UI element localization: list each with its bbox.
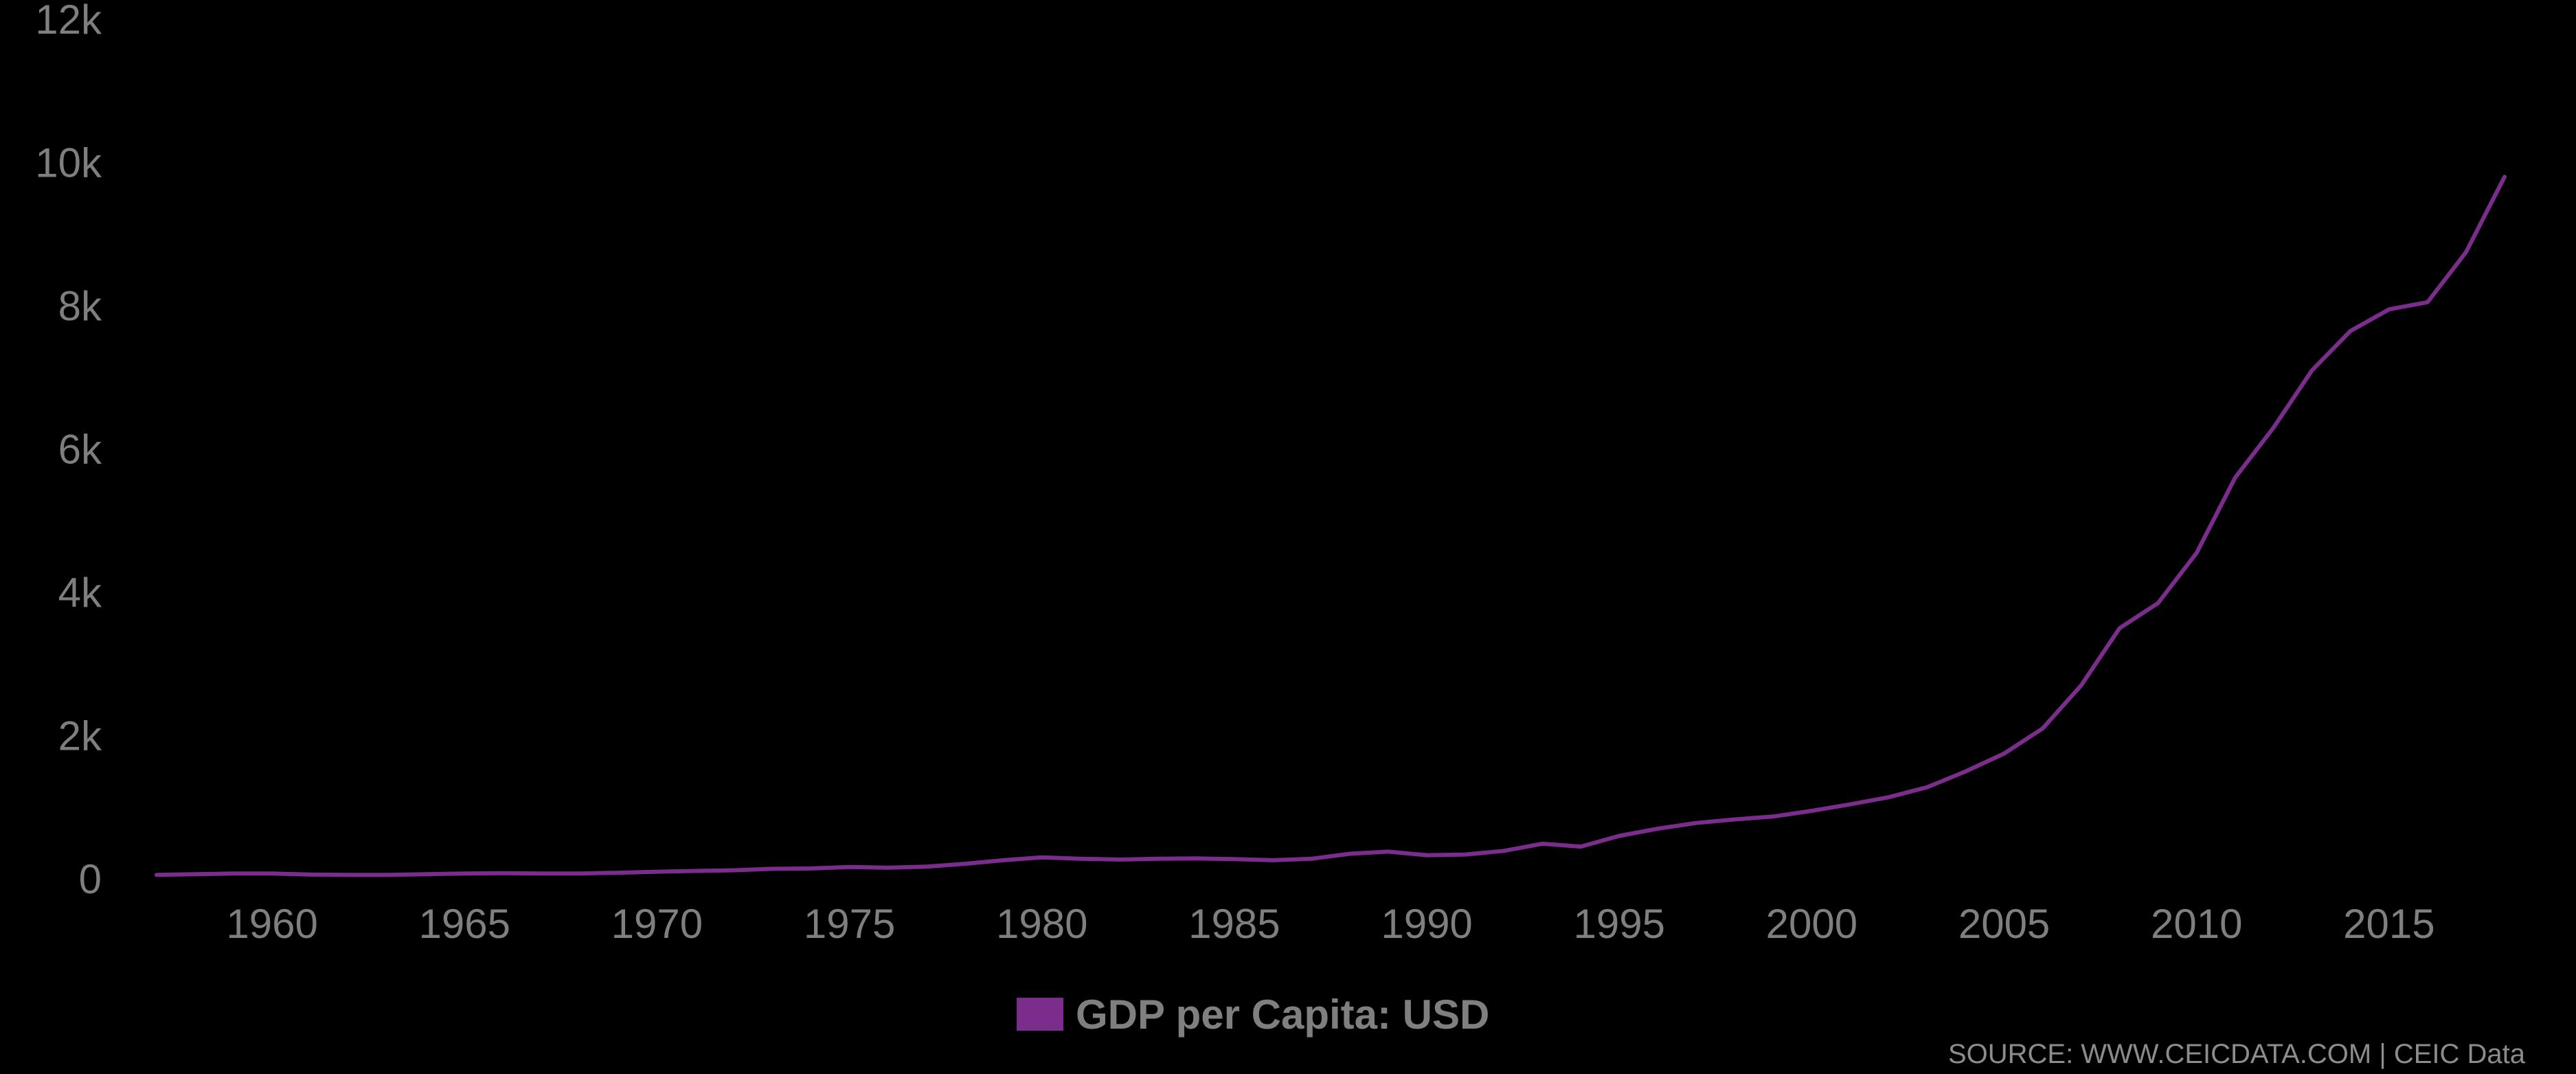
data-point[interactable] — [2118, 626, 2122, 630]
data-point[interactable] — [1732, 818, 1737, 822]
x-tick-label: 1975 — [804, 901, 895, 947]
y-axis-tick-labels: 0 2k 4k 6k 8k 10k 12k — [35, 0, 102, 902]
data-point[interactable] — [2002, 752, 2007, 756]
data-point[interactable] — [308, 873, 313, 877]
data-point[interactable] — [1502, 849, 1506, 853]
y-tick-label: 10k — [35, 140, 102, 186]
x-tick-label: 1995 — [1574, 901, 1665, 947]
y-tick-label: 4k — [58, 570, 102, 616]
data-point[interactable] — [1194, 856, 1198, 860]
data-point[interactable] — [655, 870, 659, 874]
data-point[interactable] — [2195, 551, 2199, 555]
data-point[interactable] — [2079, 684, 2083, 688]
data-point[interactable] — [1040, 855, 1044, 860]
y-tick-label: 12k — [35, 0, 102, 43]
x-tick-label: 1980 — [996, 901, 1087, 947]
data-point[interactable] — [2310, 368, 2314, 372]
data-point[interactable] — [2041, 726, 2045, 730]
data-point[interactable] — [2233, 476, 2237, 480]
data-point[interactable] — [347, 873, 351, 877]
x-tick-label: 2005 — [1958, 901, 2050, 947]
y-tick-label: 2k — [58, 713, 102, 759]
data-point[interactable] — [1271, 858, 1275, 862]
legend-swatch[interactable] — [1017, 998, 1063, 1031]
data-point[interactable] — [771, 866, 775, 871]
data-point[interactable] — [539, 871, 543, 875]
data-point[interactable] — [1002, 858, 1006, 862]
data-point[interactable] — [1617, 834, 1621, 838]
x-tick-label: 2000 — [1766, 901, 1857, 947]
x-tick-label: 1990 — [1381, 901, 1472, 947]
data-point[interactable] — [462, 871, 466, 875]
data-point[interactable] — [1348, 852, 1352, 856]
data-point[interactable] — [694, 869, 698, 873]
x-axis-tick-labels: 1960 1965 1970 1975 1980 1985 1990 1995 2000 2005… — [226, 901, 2434, 947]
data-point[interactable] — [1117, 858, 1121, 862]
data-point[interactable] — [1579, 844, 1583, 849]
data-point[interactable] — [2387, 307, 2391, 311]
data-point[interactable] — [1309, 857, 1313, 861]
data-point[interactable] — [2156, 601, 2160, 605]
data-point[interactable] — [155, 873, 159, 877]
x-tick-label: 1965 — [419, 901, 510, 947]
y-tick-label: 0 — [79, 856, 102, 902]
data-point[interactable] — [1656, 827, 1660, 831]
data-point[interactable] — [809, 866, 813, 871]
data-point[interactable] — [848, 865, 852, 869]
data-point[interactable] — [1078, 857, 1083, 861]
source-note: SOURCE: WWW.CEICDATA.COM | CEIC Data — [1948, 1039, 2526, 1069]
data-point[interactable] — [193, 872, 197, 876]
data-point[interactable] — [925, 864, 929, 869]
data-point[interactable] — [2502, 175, 2507, 179]
data-point[interactable] — [1540, 842, 1544, 846]
data-point[interactable] — [886, 866, 890, 870]
legend[interactable]: GDP per Capita: USD — [1017, 992, 1489, 1038]
data-point[interactable] — [732, 869, 736, 873]
data-point[interactable] — [2272, 425, 2276, 429]
data-point[interactable] — [1964, 770, 1968, 774]
series-layer — [155, 175, 2507, 877]
data-point[interactable] — [578, 871, 582, 875]
x-tick-label: 2010 — [2151, 901, 2242, 947]
data-point[interactable] — [1232, 857, 1236, 861]
data-point[interactable] — [501, 871, 505, 875]
data-point[interactable] — [1848, 803, 1852, 807]
y-tick-label: 6k — [58, 427, 102, 473]
x-tick-label: 2015 — [2343, 901, 2434, 947]
data-point[interactable] — [1155, 857, 1160, 861]
data-point[interactable] — [231, 871, 236, 875]
data-point[interactable] — [1425, 853, 1429, 858]
data-point[interactable] — [1771, 814, 1775, 818]
data-point[interactable] — [1887, 795, 1891, 799]
data-point[interactable] — [2426, 300, 2430, 304]
x-tick-label: 1970 — [611, 901, 703, 947]
data-point[interactable] — [270, 871, 274, 875]
data-point[interactable] — [1386, 849, 1390, 853]
data-point[interactable] — [2349, 329, 2353, 333]
data-point[interactable] — [616, 871, 620, 875]
data-point[interactable] — [2464, 250, 2468, 254]
series-line-gdp-per-capita[interactable] — [155, 175, 2507, 877]
data-point[interactable] — [385, 873, 389, 877]
data-point[interactable] — [1463, 853, 1467, 857]
data-point[interactable] — [1694, 821, 1698, 825]
data-point[interactable] — [424, 872, 428, 876]
data-point[interactable] — [963, 862, 967, 866]
legend-label[interactable]: GDP per Capita: USD — [1076, 992, 1489, 1038]
data-point[interactable] — [1925, 785, 1930, 790]
x-tick-label: 1985 — [1188, 901, 1280, 947]
data-point[interactable] — [1809, 809, 1814, 813]
y-tick-label: 8k — [58, 283, 102, 329]
x-tick-label: 1960 — [226, 901, 317, 947]
